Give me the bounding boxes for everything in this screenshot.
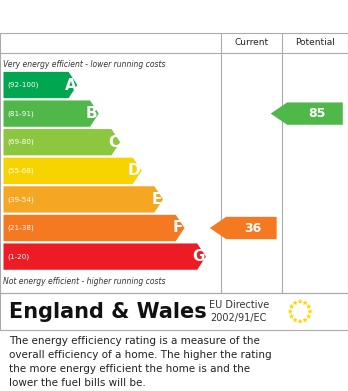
Polygon shape bbox=[306, 314, 311, 319]
Text: Current: Current bbox=[234, 38, 269, 47]
Text: (39-54): (39-54) bbox=[7, 196, 34, 203]
Text: Potential: Potential bbox=[295, 38, 335, 47]
Polygon shape bbox=[302, 300, 308, 305]
Polygon shape bbox=[307, 309, 313, 314]
Text: The energy efficiency rating is a measure of the
overall efficiency of a home. T: The energy efficiency rating is a measur… bbox=[9, 336, 271, 388]
Text: Energy Efficiency Rating: Energy Efficiency Rating bbox=[7, 9, 217, 24]
Text: 85: 85 bbox=[308, 107, 325, 120]
Polygon shape bbox=[302, 317, 308, 322]
Polygon shape bbox=[3, 186, 163, 213]
Text: B: B bbox=[86, 106, 98, 121]
Polygon shape bbox=[298, 299, 303, 304]
Polygon shape bbox=[293, 300, 298, 305]
Text: C: C bbox=[108, 135, 119, 150]
Polygon shape bbox=[3, 72, 77, 98]
Polygon shape bbox=[210, 217, 277, 239]
Polygon shape bbox=[3, 158, 142, 184]
Polygon shape bbox=[3, 100, 99, 127]
Text: D: D bbox=[128, 163, 141, 178]
Text: A: A bbox=[64, 77, 76, 93]
Text: (69-80): (69-80) bbox=[7, 139, 34, 145]
Polygon shape bbox=[289, 304, 294, 309]
Polygon shape bbox=[3, 215, 184, 241]
Text: (21-38): (21-38) bbox=[7, 225, 34, 231]
Text: Not energy efficient - higher running costs: Not energy efficient - higher running co… bbox=[3, 277, 166, 286]
Text: (92-100): (92-100) bbox=[7, 82, 38, 88]
Polygon shape bbox=[293, 317, 298, 322]
Text: E: E bbox=[152, 192, 162, 207]
Text: F: F bbox=[173, 221, 183, 235]
Text: (55-68): (55-68) bbox=[7, 168, 34, 174]
Polygon shape bbox=[3, 244, 206, 270]
Text: (1-20): (1-20) bbox=[7, 253, 29, 260]
Text: G: G bbox=[192, 249, 205, 264]
Polygon shape bbox=[298, 319, 303, 324]
Text: EU Directive
2002/91/EC: EU Directive 2002/91/EC bbox=[209, 300, 269, 323]
Text: Very energy efficient - lower running costs: Very energy efficient - lower running co… bbox=[3, 60, 166, 69]
Polygon shape bbox=[3, 129, 120, 155]
Text: England & Wales: England & Wales bbox=[9, 301, 206, 321]
Text: (81-91): (81-91) bbox=[7, 110, 34, 117]
Polygon shape bbox=[271, 102, 343, 125]
Polygon shape bbox=[306, 304, 311, 309]
Polygon shape bbox=[289, 314, 294, 319]
Text: 36: 36 bbox=[244, 221, 262, 235]
Polygon shape bbox=[287, 309, 293, 314]
